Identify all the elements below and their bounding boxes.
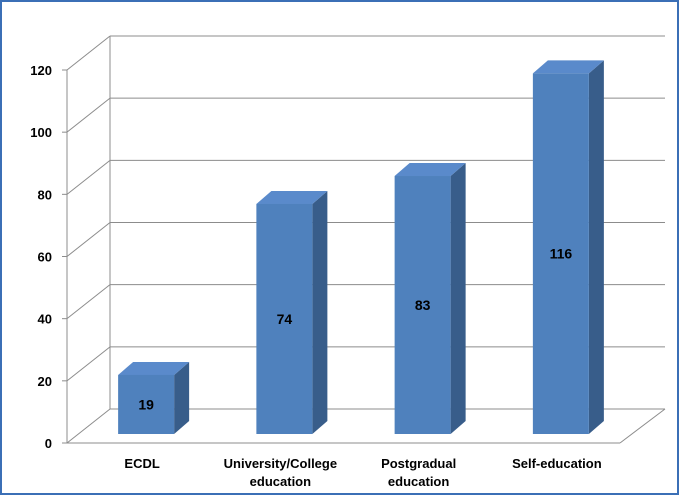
y-tick-label: 80 bbox=[38, 187, 52, 202]
y-tick-label: 20 bbox=[38, 374, 52, 389]
x-tick-label: ECDL bbox=[124, 456, 159, 471]
y-tick-label: 60 bbox=[38, 250, 52, 265]
y-axis: 0 20 40 60 80 100 120 bbox=[30, 63, 68, 451]
data-label: 116 bbox=[550, 246, 573, 262]
bar-top bbox=[394, 163, 466, 177]
bar-front bbox=[532, 73, 589, 434]
y-tick-label: 40 bbox=[38, 312, 52, 327]
floor-right-edge bbox=[619, 408, 666, 444]
x-tick-label: Self-education bbox=[512, 456, 602, 471]
bars: 19 74 83 116 bbox=[118, 60, 604, 434]
bar-top bbox=[532, 60, 604, 74]
bar-4: 116 bbox=[532, 60, 604, 434]
bar-side bbox=[588, 60, 604, 434]
bar-side bbox=[450, 163, 466, 434]
x-tick-label: University/College education bbox=[224, 456, 337, 489]
bar-top bbox=[256, 190, 328, 204]
gridline-side bbox=[66, 222, 111, 257]
category-labels: ECDL University/College education Postgradu… bbox=[124, 456, 601, 489]
bar-2: 74 bbox=[256, 190, 328, 434]
gridline-side bbox=[66, 284, 111, 320]
y-tick-label: 0 bbox=[45, 436, 52, 451]
gridline-side bbox=[66, 35, 111, 71]
gridline-side bbox=[66, 97, 111, 133]
bar-side bbox=[174, 361, 190, 434]
bar-side bbox=[312, 190, 328, 434]
x-tick-label: Postgradual education bbox=[381, 456, 456, 489]
gridline-side bbox=[66, 346, 111, 382]
bar-front bbox=[118, 374, 175, 434]
bar-front bbox=[394, 176, 451, 434]
y-tick-label: 100 bbox=[30, 125, 52, 140]
gridline-side bbox=[66, 408, 111, 444]
bar-top bbox=[118, 361, 190, 375]
bar-1: 19 bbox=[118, 361, 190, 434]
data-label: 19 bbox=[138, 396, 154, 412]
gridline-side bbox=[66, 159, 111, 195]
data-label: 74 bbox=[277, 311, 293, 327]
data-label: 83 bbox=[415, 297, 431, 313]
y-tick-label: 120 bbox=[30, 63, 52, 78]
bar-front bbox=[256, 203, 313, 434]
bar-3: 83 bbox=[394, 163, 466, 434]
